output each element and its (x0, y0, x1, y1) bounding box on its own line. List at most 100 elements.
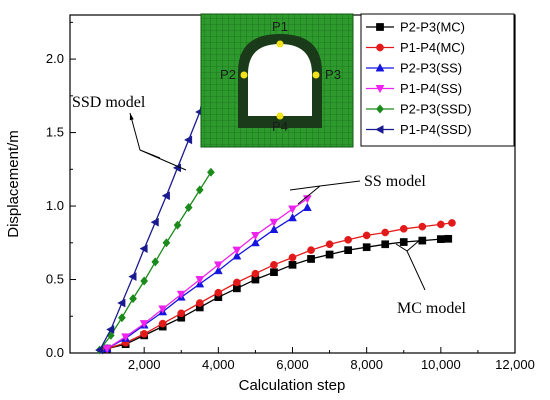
legend-label: P2-P3(SSD) (400, 102, 472, 117)
point-p2-label: P2 (220, 67, 236, 82)
x-tick-label: 10,000 (421, 357, 461, 372)
data-point (381, 240, 390, 249)
legend-label: P1-P4(SS) (400, 81, 462, 96)
data-point (288, 213, 297, 222)
data-point (129, 294, 137, 304)
data-point (150, 217, 159, 227)
y-tick-label: 2.0 (46, 51, 64, 66)
data-point (183, 135, 193, 145)
legend-label: P2-P3(SS) (400, 61, 462, 76)
tunnel-mesh-inset: P1 P2 P3 P4 (200, 13, 354, 148)
data-point (251, 269, 260, 278)
y-tick-label: 1.5 (46, 125, 64, 140)
data-point (140, 276, 149, 286)
x-tick-label: 12,000 (495, 357, 535, 372)
data-point (436, 235, 445, 243)
data-point (307, 246, 315, 254)
annotations: SSD model SS model MC model (72, 94, 466, 317)
x-tick-label: 8,000 (350, 357, 383, 372)
data-point (121, 333, 131, 342)
data-point (213, 261, 223, 270)
data-point (214, 288, 223, 297)
y-tick-label: 0.5 (46, 272, 64, 287)
data-point (139, 244, 148, 254)
data-point (344, 246, 352, 254)
data-point (269, 224, 279, 234)
data-point (195, 276, 205, 285)
tunnel-opening (248, 44, 312, 116)
data-point (195, 185, 204, 195)
data-point (140, 330, 149, 338)
legend-label: P1-P4(SSD) (400, 122, 472, 137)
data-point (399, 238, 408, 246)
data-point (288, 205, 297, 214)
data-point (151, 257, 160, 267)
data-point (288, 260, 297, 269)
data-point (161, 191, 170, 201)
legend-marker (376, 104, 384, 114)
series-0 (103, 234, 453, 353)
data-point (344, 235, 352, 244)
point-p4-label: P4 (272, 119, 288, 134)
y-tick-label: 0.0 (46, 345, 64, 360)
x-axis-title: Calculation step (239, 377, 346, 394)
legend-box (360, 13, 515, 147)
data-point (195, 299, 204, 307)
series-1 (103, 219, 456, 353)
data-point (94, 345, 104, 355)
data-point (270, 268, 278, 277)
data-point (232, 251, 242, 260)
data-point (250, 238, 260, 247)
series-5 (94, 54, 215, 355)
data-point (184, 202, 193, 213)
annotation-ss-model: SS model (364, 173, 426, 190)
legend-item: P2-P3(SSD) (366, 102, 472, 117)
data-point (444, 234, 453, 243)
point-p1-label: P1 (272, 19, 288, 34)
data-point (362, 231, 371, 240)
x-tick-label: 4,000 (202, 357, 235, 372)
data-point (362, 243, 371, 252)
legend-item: P2-P3(SS) (366, 61, 462, 76)
legend-marker (375, 85, 385, 94)
point-p3-label: P3 (325, 67, 341, 82)
data-point (302, 195, 312, 204)
point-p1-marker (276, 40, 284, 48)
data-point (325, 240, 334, 249)
data-point (232, 246, 242, 255)
point-p2-marker (240, 71, 248, 79)
y-axis-title: Displacement/m (5, 130, 22, 238)
legend-item: P1-P4(SS) (366, 81, 462, 96)
legend-item: P1-P4(SSD) (366, 122, 472, 137)
data-point (418, 222, 427, 231)
annotation-ssd-model: SSD model (72, 94, 146, 111)
legend-marker (376, 43, 384, 52)
data-point (158, 305, 168, 314)
legend-marker (375, 125, 384, 134)
data-point (270, 260, 278, 269)
data-point (206, 167, 215, 177)
annotation-mc-model: MC model (397, 300, 466, 317)
series-line (106, 238, 449, 350)
series-layer (94, 54, 456, 355)
annotation-ssd-leader (129, 112, 187, 171)
axis-ticks: 2,000 4,000 6,000 8,000 10,000 12,000 0.0 0.5 1.… (46, 21, 535, 372)
annotation-ss-leader (289, 180, 361, 205)
data-point (436, 220, 445, 229)
data-point (250, 231, 260, 241)
annotation-mc-leader (395, 239, 426, 291)
data-point (307, 255, 315, 263)
data-point (302, 202, 312, 211)
data-point (162, 238, 171, 248)
data-point (173, 220, 182, 230)
data-point (448, 219, 456, 227)
data-point (233, 278, 241, 287)
data-point (288, 253, 297, 262)
data-point (139, 320, 149, 329)
data-point (213, 265, 223, 275)
data-point (325, 250, 334, 259)
data-point (106, 325, 115, 334)
legend-label: P2-P3(MC) (400, 20, 465, 35)
legend-marker (375, 63, 385, 72)
